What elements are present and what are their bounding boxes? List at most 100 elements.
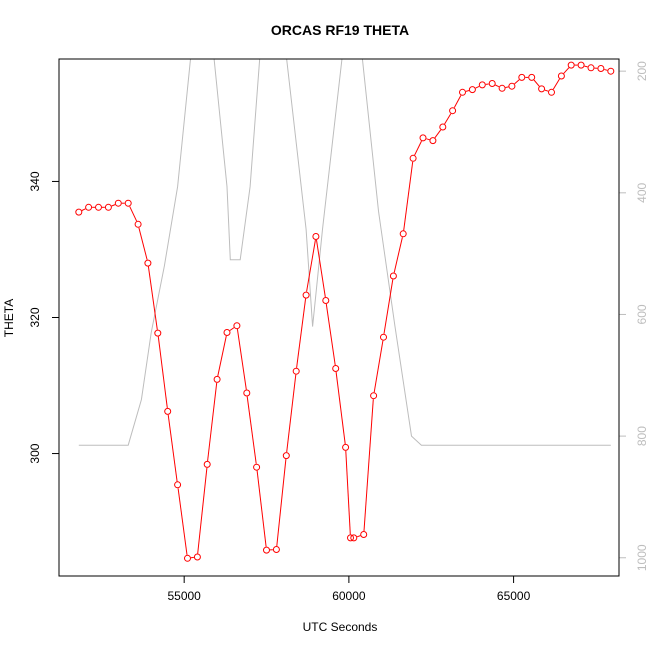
primary-data-point [399,230,407,238]
primary-series-segment [345,450,351,535]
primary-series-layer [75,61,615,562]
primary-data-point [243,389,251,397]
primary-data-point [518,73,526,81]
x-tick-label: 60000 [332,589,366,603]
primary-series-segment [276,459,287,547]
primary-series-segment [236,329,247,390]
y2-tick-label: 1000 [635,544,649,571]
primary-series-segment [544,89,549,92]
primary-series-segment [495,84,500,88]
primary-data-point [95,203,102,211]
primary-series-segment [475,85,480,89]
primary-series-segment [335,371,346,445]
primary-series-segment [177,488,188,555]
primary-series-segment [552,78,560,90]
primary-data-point [360,531,368,538]
plot-frame [58,58,620,577]
primary-series-segment [316,239,326,298]
primary-data-point [548,88,555,96]
primary-data-point [302,291,310,299]
primary-series-segment [246,396,257,464]
primary-data-point [347,534,354,542]
primary-data-point [282,452,290,460]
primary-data-point [380,333,387,341]
primary-data-point [312,233,320,240]
primary-data-point [459,88,466,96]
primary-series-segment [167,414,178,482]
primary-series-segment [505,86,509,88]
primary-data-point [607,67,615,75]
primary-series-segment [217,335,227,377]
primary-data-point [449,107,457,115]
primary-data-point [567,61,575,69]
primary-series-segment [563,67,570,74]
y-axis-label: THETA [2,299,16,337]
primary-series-segment [393,237,403,273]
primary-data-point [389,272,397,280]
primary-series-segment [147,266,158,330]
primary-data-point [557,72,565,80]
primary-series-segment [138,227,148,260]
primary-data-point [124,199,132,207]
primary-series-segment [373,340,384,393]
primary-data-point [253,463,261,471]
primary-data-point [409,154,417,162]
primary-data-point [597,65,605,72]
primary-data-point [370,392,378,400]
primary-series-segment [229,327,235,331]
primary-data-point [342,443,350,451]
primary-data-point [332,365,340,372]
primary-series-segment [197,467,208,554]
primary-data-point [203,460,211,468]
primary-data-point [508,82,516,90]
primary-data-point [478,81,486,89]
primary-data-point [468,86,476,94]
primary-data-point [184,554,191,562]
primary-series-segment [111,204,116,207]
primary-data-point [75,208,83,216]
primary-series-segment [306,239,316,292]
primary-series-segment [533,79,540,87]
primary-data-point [193,553,201,561]
primary-data-point [85,203,93,211]
y2-tick-label: 800 [635,426,649,446]
primary-series-segment [129,206,138,222]
primary-data-point [134,220,142,228]
primary-series-segment [256,470,267,547]
primary-data-point [144,259,152,267]
primary-data-point [538,85,546,93]
y2-tick-label: 200 [635,61,649,81]
primary-data-point [272,546,280,553]
y2-tick-label: 400 [635,182,649,202]
primary-data-point [488,80,496,87]
primary-data-point [577,61,585,69]
primary-data-point [322,297,330,304]
x-tick-label: 55000 [167,589,201,603]
primary-series-segment [414,140,422,156]
y2-tick-label: 600 [635,304,649,324]
primary-series-segment [356,535,361,538]
primary-series-segment [207,382,218,462]
primary-data-point [429,137,437,145]
primary-data-point [587,64,595,72]
primary-data-point [114,199,122,207]
primary-data-point [498,84,506,92]
primary-data-point [233,322,241,330]
primary-data-point [439,123,447,131]
primary-series-segment [465,90,470,92]
primary-series-segment [363,399,374,532]
primary-series-segment [325,303,336,366]
primary-series-segment [296,298,307,368]
primary-series-segment [81,208,86,211]
primary-series-segment [453,95,462,108]
primary-data-point [213,375,221,383]
primary-series-segment [157,336,168,408]
primary-data-point [292,367,300,375]
primary-series-segment [514,79,520,85]
primary-series-segment [434,129,442,139]
y-tick-label: 320 [28,307,42,327]
chart-title: ORCAS RF19 THETA [271,22,409,38]
primary-data-point [223,329,231,336]
primary-series-segment [584,65,588,68]
